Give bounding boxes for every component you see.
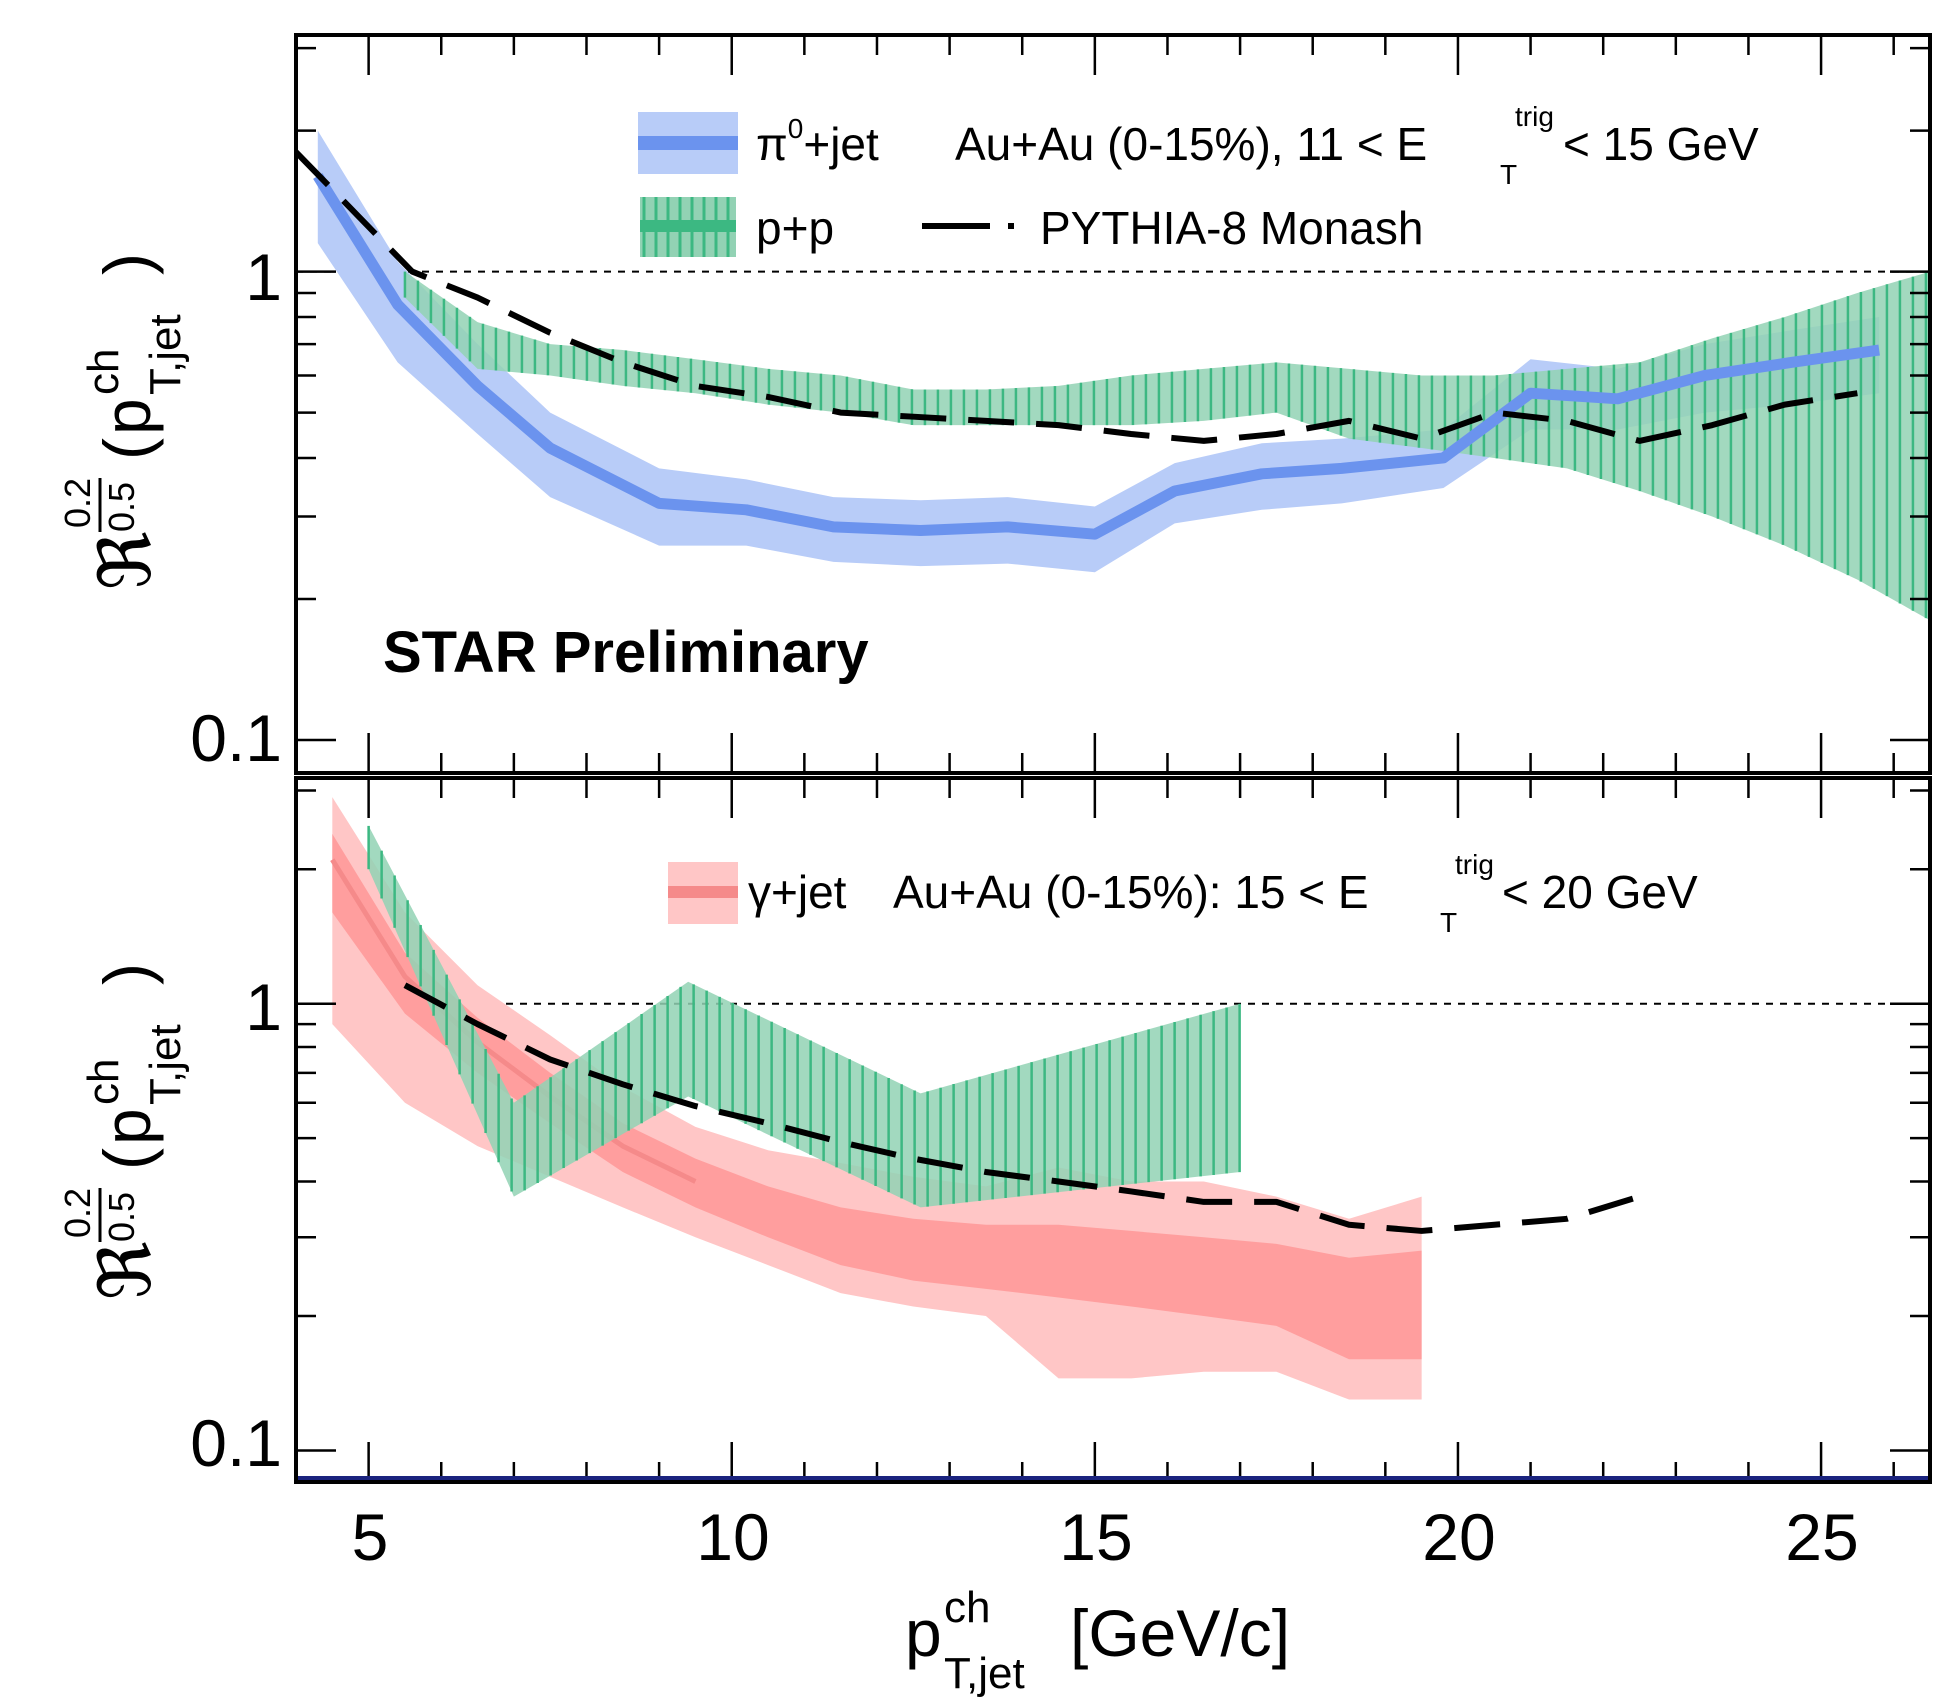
bottom-y-title-close: ) [90, 963, 164, 985]
pp-band [404, 271, 1930, 621]
top-panel-ticks [294, 35, 1930, 773]
legend-gamma-label: γ+jet [748, 866, 847, 918]
legend-pi0-label: π0+jet [756, 113, 879, 170]
legend-pi0-etrig-sub: T [1500, 159, 1517, 190]
xtick-label-10: 10 [696, 1500, 769, 1574]
bottom-y-title-symbol: ℜ [86, 1241, 166, 1300]
top-panel-data-layer [296, 130, 1930, 621]
legend-pi0-description: Au+Au (0-15%), 11 < E [955, 118, 1427, 170]
svg-text:p: p [905, 1596, 942, 1670]
pi0-jet-line [313, 173, 1880, 540]
top-ytick-label-1: 1 [245, 240, 282, 314]
pythia-line [296, 149, 1858, 444]
legend-gamma-etrig-sup: trig [1455, 849, 1494, 880]
legend-gamma-etrig-sub: T [1440, 907, 1457, 938]
top-legend: π0+jet Au+Au (0-15%), 11 < E trig T < 15… [638, 101, 1759, 257]
xtick-label-25: 25 [1785, 1500, 1858, 1574]
pp-band [368, 825, 1241, 1208]
top-ytick-label-0.1: 0.1 [190, 701, 282, 775]
pythia-line [403, 982, 1641, 1234]
bottom-panel-frame [294, 776, 1932, 1484]
star-preliminary-annotation: STAR Preliminary [383, 620, 869, 685]
bottom-y-title-sup: ch [79, 1059, 128, 1105]
legend-gamma-swatch [668, 862, 738, 924]
top-y-title-sub: T,jet [141, 314, 190, 395]
x-axis-title: p ch T,jet [GeV/c] [905, 1583, 1290, 1698]
xtick-label-20: 20 [1422, 1500, 1495, 1574]
bottom-y-title-frac-num: 0.2 [57, 1188, 98, 1238]
bottom-legend: γ+jet Au+Au (0-15%): 15 < E trig T < 20 … [668, 849, 1698, 938]
xtick-label-5: 5 [352, 1500, 389, 1574]
bottom-y-title-p: p [90, 1108, 164, 1145]
bottom-y-title-frac-den: 0.5 [101, 1192, 142, 1242]
top-y-axis-title: ℜ 0.2 0.5 ( p ch T,jet ) [57, 253, 190, 590]
pp-hatch [367, 825, 1241, 1207]
x-axis-title-main: p [905, 1596, 942, 1670]
top-y-title-open: ( [90, 438, 164, 460]
top-y-title-p: p [90, 398, 164, 435]
top-y-title-frac-den: 0.5 [101, 482, 142, 532]
legend-gamma-description: Au+Au (0-15%): 15 < E [893, 866, 1369, 918]
xtick-label-15: 15 [1059, 1500, 1132, 1574]
bottom-y-title-open: ( [90, 1148, 164, 1170]
x-axis-title-sub: T,jet [944, 1649, 1025, 1698]
x-axis-title-sup: ch [944, 1583, 990, 1632]
bottom-y-title-sub: T,jet [141, 1024, 190, 1105]
legend-pp-label: p+p [756, 202, 834, 254]
bottom-y-axis-title: ℜ 0.2 0.5 ( p ch T,jet ) [57, 963, 190, 1300]
legend-pp-swatch [640, 197, 736, 257]
gamma-jet-line [330, 858, 697, 1184]
bottom-ytick-label-1: 1 [245, 970, 282, 1044]
bottom-panel-data-layer [296, 797, 1930, 1400]
top-y-title-symbol: ℜ [86, 531, 166, 590]
pp-hatch [403, 271, 1928, 619]
top-y-title-sup: ch [79, 349, 128, 395]
legend-pi0-swatch [638, 112, 738, 174]
top-panel-frame [294, 33, 1932, 775]
legend-pi0-etrig-sup: trig [1515, 101, 1554, 132]
bottom-ytick-label-0.1: 0.1 [190, 1406, 282, 1480]
x-axis-title-unit: [GeV/c] [1070, 1596, 1290, 1670]
top-y-title-frac-num: 0.2 [57, 478, 98, 528]
bottom-panel: 1 0.1 5 10 15 20 25 γ+jet Au+Au (0-15%):… [190, 776, 1932, 1574]
bottom-panel-ticks [294, 778, 1930, 1482]
legend-pythia-label: PYTHIA-8 Monash [1040, 202, 1423, 254]
legend-pi0-description-end: < 15 GeV [1563, 118, 1759, 170]
top-panel: 1 0.1 STAR Preliminary π0+jet Au+Au (0-1… [190, 33, 1932, 775]
top-y-title-close: ) [90, 253, 164, 275]
legend-gamma-description-end: < 20 GeV [1502, 866, 1698, 918]
